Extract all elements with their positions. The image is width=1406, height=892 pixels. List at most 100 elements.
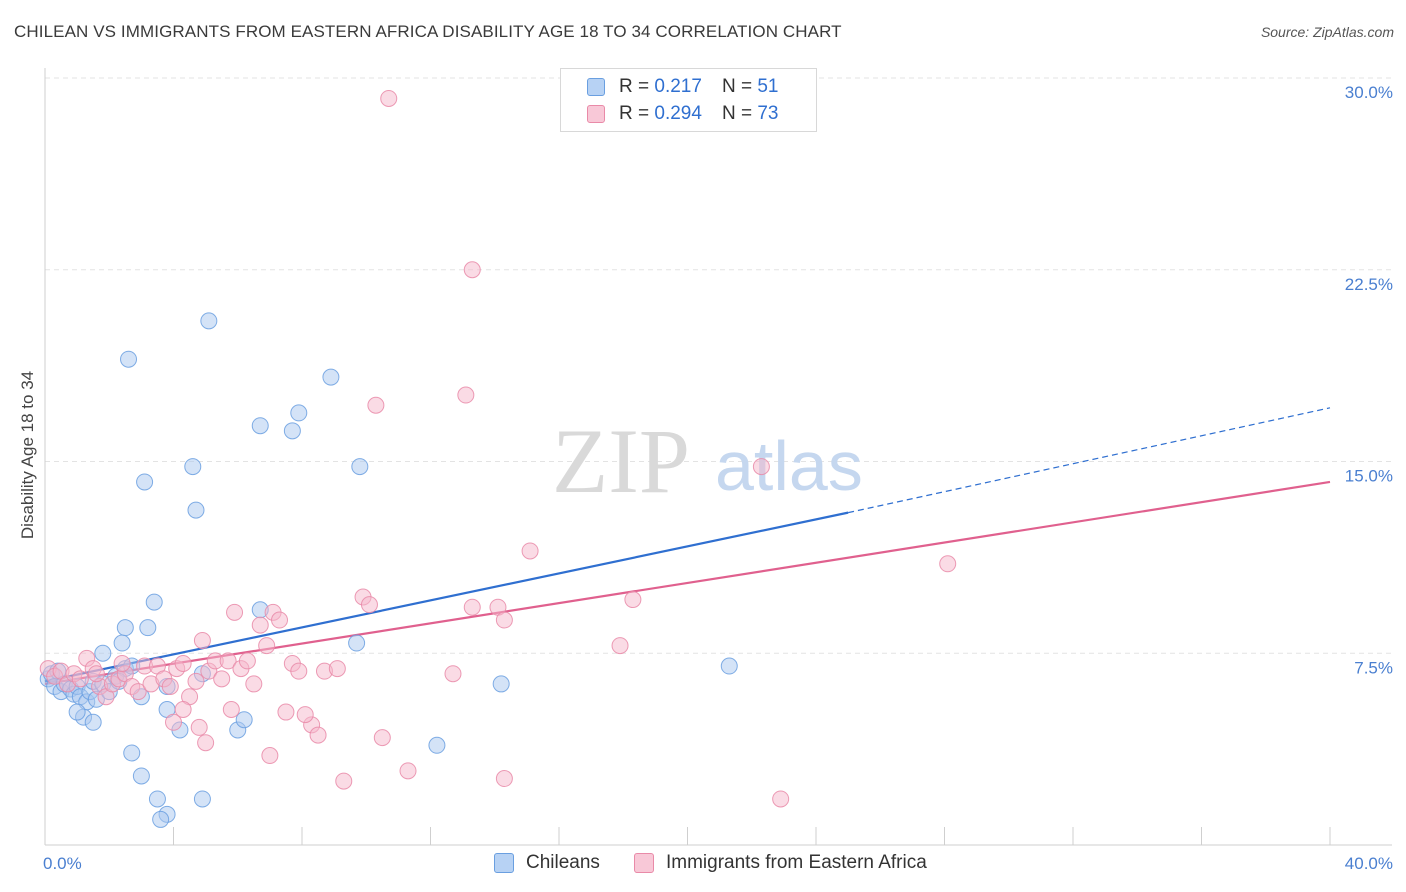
point-eastern-africa <box>328 660 346 678</box>
point-eastern-africa <box>258 637 276 655</box>
point-eastern-africa <box>197 734 215 752</box>
gridlines <box>45 77 1392 654</box>
point-eastern-africa <box>261 747 279 765</box>
point-eastern-africa <box>245 675 263 693</box>
chart-title: CHILEAN VS IMMIGRANTS FROM EASTERN AFRIC… <box>14 22 842 41</box>
trend-line-chileans <box>44 511 849 683</box>
legend-r-value: 0.217 <box>654 76 702 97</box>
point-eastern-africa <box>187 672 205 690</box>
series-swatch-blue <box>494 853 514 873</box>
x-tick-label: 0.0% <box>43 854 82 873</box>
point-eastern-africa <box>165 713 182 731</box>
legend-row-chileans: R = 0.217 N = 51 <box>587 75 778 99</box>
y-axis-label: Disability Age 18 to 34 <box>18 371 37 539</box>
legend-r-label: R = <box>619 76 650 97</box>
stats-legend: R = 0.217 N = 51 R = 0.294 N = 73 <box>560 68 817 132</box>
point-eastern-africa <box>113 654 131 672</box>
y-tick-label: 15.0% <box>1345 467 1393 486</box>
point-eastern-africa <box>226 603 244 621</box>
trend-line-chileans-extension <box>847 407 1331 514</box>
legend-n-value: 51 <box>757 76 779 97</box>
legend-r-label: R = <box>619 103 650 124</box>
watermark: ZIP atlas <box>552 410 863 512</box>
point-eastern-africa <box>457 386 475 404</box>
point-chileans <box>94 644 112 662</box>
point-chileans <box>113 634 131 652</box>
point-eastern-africa <box>251 616 269 634</box>
point-eastern-africa <box>161 677 179 695</box>
watermark-atlas: atlas <box>715 427 863 505</box>
trend-lines <box>44 407 1331 686</box>
point-eastern-africa <box>521 542 539 560</box>
point-eastern-africa <box>174 700 192 718</box>
point-chileans <box>348 634 366 652</box>
point-chileans <box>84 713 102 731</box>
legend-r-value: 0.294 <box>654 103 702 124</box>
data-points <box>39 89 957 828</box>
point-eastern-africa <box>190 718 208 736</box>
point-chileans <box>290 404 308 422</box>
point-eastern-africa <box>752 458 770 476</box>
point-eastern-africa <box>222 700 240 718</box>
point-chileans <box>132 767 150 785</box>
point-chileans <box>136 473 154 491</box>
point-chileans <box>145 593 163 611</box>
point-eastern-africa <box>611 637 629 655</box>
series-legend-eastern-africa[interactable]: Immigrants from Eastern Africa <box>634 852 927 874</box>
point-chileans <box>251 417 269 435</box>
point-eastern-africa <box>495 770 513 788</box>
point-chileans <box>283 422 301 440</box>
point-chileans <box>116 619 134 637</box>
y-tick-label: 7.5% <box>1354 658 1393 677</box>
legend-n-label: N = <box>721 103 753 124</box>
point-eastern-africa <box>335 772 353 790</box>
point-eastern-africa <box>271 611 289 629</box>
point-chileans <box>200 312 218 330</box>
point-chileans <box>123 744 141 762</box>
trend-line-eastern-africa <box>44 480 1331 686</box>
point-chileans <box>187 501 205 519</box>
point-eastern-africa <box>87 665 105 683</box>
point-eastern-africa <box>193 631 211 649</box>
chart-source: Source: ZipAtlas.com <box>1260 24 1394 40</box>
legend-swatch-pink <box>587 105 605 123</box>
point-eastern-africa <box>463 598 481 616</box>
point-chileans <box>235 711 253 729</box>
x-tick-label: 40.0% <box>1345 854 1393 873</box>
series-label-chileans: Chileans <box>526 852 600 873</box>
legend-n-label: N = <box>721 76 753 97</box>
point-eastern-africa <box>296 706 314 724</box>
point-eastern-africa <box>463 261 481 279</box>
point-chileans <box>184 458 202 476</box>
point-chileans <box>68 703 86 721</box>
point-eastern-africa <box>939 555 957 573</box>
point-chileans <box>492 675 510 693</box>
point-chileans <box>322 368 340 386</box>
point-eastern-africa <box>772 790 790 808</box>
point-chileans <box>351 458 369 476</box>
point-chileans <box>139 619 157 637</box>
point-eastern-africa <box>360 596 378 614</box>
series-legend-chileans[interactable]: Chileans <box>494 852 600 874</box>
point-chileans <box>193 790 211 808</box>
point-chileans <box>720 657 738 675</box>
point-eastern-africa <box>71 670 89 688</box>
point-chileans <box>148 790 166 808</box>
point-eastern-africa <box>277 703 295 721</box>
y-tick-labels: 7.5% 15.0% 22.5% 30.0% <box>1345 83 1393 677</box>
point-chileans <box>152 810 170 828</box>
series-swatch-pink <box>634 853 654 873</box>
point-eastern-africa <box>238 652 256 670</box>
point-eastern-africa <box>367 396 385 414</box>
point-eastern-africa <box>373 729 391 747</box>
legend-swatch-blue <box>587 78 605 96</box>
legend-n-value: 73 <box>757 103 779 124</box>
point-eastern-africa <box>309 726 327 744</box>
point-eastern-africa <box>174 654 192 672</box>
point-eastern-africa <box>495 611 513 629</box>
point-eastern-africa <box>129 683 147 701</box>
point-chileans <box>120 350 138 368</box>
point-eastern-africa <box>380 89 398 107</box>
point-chileans <box>428 736 446 754</box>
